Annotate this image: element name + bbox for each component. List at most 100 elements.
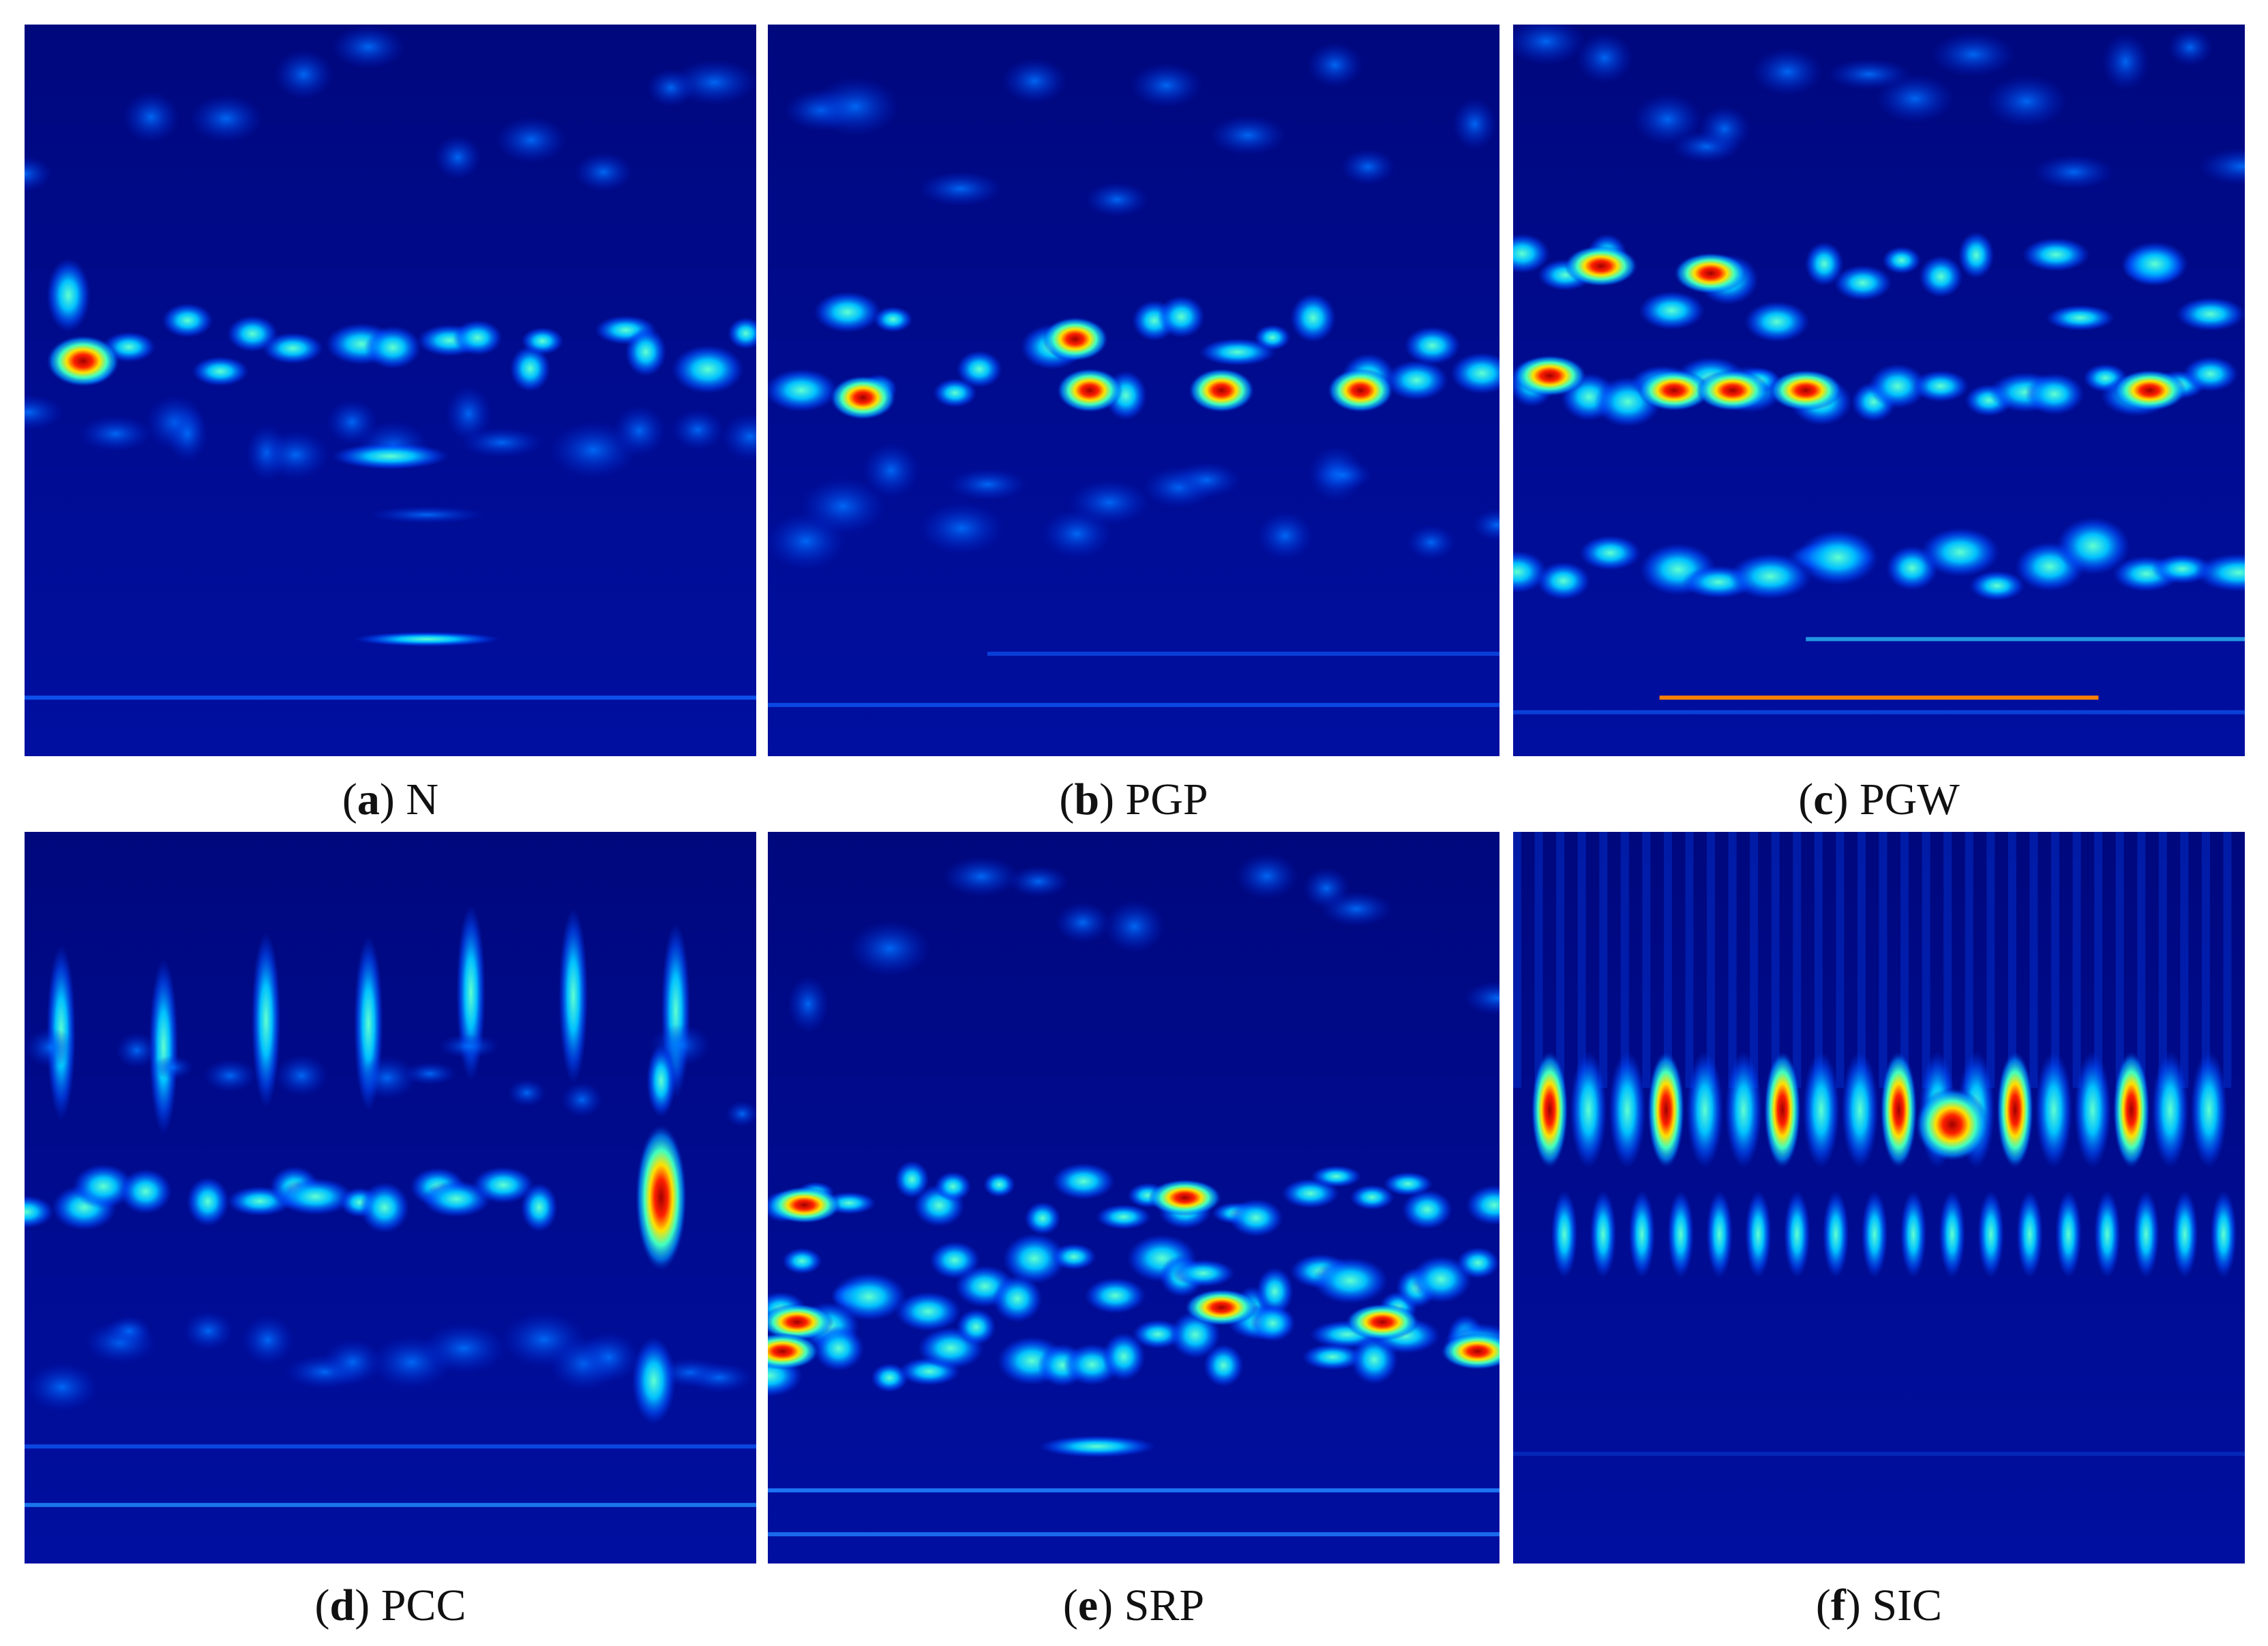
heat-streak — [2029, 832, 2038, 1088]
heat-line — [1806, 637, 2245, 642]
heat-blob — [2074, 1051, 2111, 1169]
heat-blob — [166, 406, 209, 462]
heat-streak — [2137, 832, 2146, 1088]
heat-blob — [1551, 1190, 1578, 1278]
heat-blob — [646, 1044, 676, 1118]
heat-blob — [558, 908, 588, 1084]
caption-text: ( — [342, 775, 357, 824]
heat-blob — [1769, 370, 1842, 411]
heat-blob — [1633, 93, 1702, 146]
heat-blob — [25, 1195, 54, 1229]
heat-blob — [1609, 1051, 1646, 1169]
caption-text: ) PCC — [355, 1581, 466, 1630]
scalogram — [768, 25, 1499, 756]
heat-blob — [1647, 1051, 1685, 1169]
heat-blob — [768, 1304, 834, 1341]
heat-blob — [1068, 479, 1150, 526]
heat-blob — [2168, 29, 2213, 66]
heat-blob — [1184, 1289, 1258, 1326]
heat-streak — [1922, 832, 1930, 1088]
heat-blob — [1745, 1190, 1772, 1278]
heat-blob — [2198, 147, 2245, 185]
heat-blob — [1250, 1304, 1296, 1343]
heat-line — [768, 1488, 1499, 1493]
heat-blob — [672, 59, 756, 106]
heat-blob — [2151, 1051, 2189, 1169]
heat-blob — [1385, 360, 1448, 401]
heat-streak — [1577, 832, 1586, 1088]
heat-blob — [2195, 553, 2245, 592]
heat-blob — [768, 1333, 820, 1370]
heat-streak — [2008, 832, 2016, 1088]
heat-blob — [1096, 1204, 1151, 1230]
heat-blob — [768, 368, 838, 412]
heat-blob — [1472, 508, 1499, 541]
heat-blob — [149, 959, 179, 1135]
heat-blob — [1172, 462, 1241, 498]
heat-blob — [830, 376, 896, 420]
heat-blob — [2210, 1190, 2237, 1278]
heat-blob — [1699, 106, 1750, 152]
heat-streak — [2180, 832, 2189, 1088]
heat-blob — [1406, 524, 1456, 560]
heat-blob — [1257, 511, 1314, 560]
heat-streak — [1685, 832, 1694, 1088]
heat-blob — [956, 350, 1002, 388]
heat-blob — [2171, 1190, 2198, 1278]
heat-blob — [1590, 1190, 1617, 1278]
heat-blob — [1084, 1277, 1146, 1314]
heat-blob — [25, 156, 52, 192]
heat-blob — [625, 327, 667, 377]
heat-blob — [685, 1362, 753, 1393]
caption-text: ( — [314, 1581, 330, 1630]
heat-blob — [521, 327, 564, 355]
heat-blob — [25, 1028, 76, 1067]
heat-blob — [1900, 1190, 1927, 1278]
heat-blob — [1452, 98, 1497, 150]
heat-blob — [1706, 1190, 1733, 1278]
heat-blob — [1290, 293, 1336, 343]
heat-blob — [1686, 1051, 1723, 1169]
heat-blob — [1404, 326, 1461, 365]
heat-line — [1659, 695, 2099, 700]
heat-blob — [983, 1171, 1015, 1197]
heat-blob — [241, 1315, 295, 1365]
caption-letter: a — [357, 775, 380, 824]
heat-blob — [849, 921, 931, 977]
heat-streak — [1556, 832, 1565, 1088]
heat-streak — [1513, 832, 1521, 1088]
heat-blob — [507, 1079, 547, 1107]
heat-blob — [635, 1124, 687, 1271]
heat-streak — [1857, 832, 1866, 1088]
heat-streak — [2072, 832, 2081, 1088]
caption-letter: c — [1813, 775, 1834, 824]
heat-blob — [2016, 1190, 2043, 1278]
heat-streak — [1620, 832, 1629, 1088]
heat-streak — [2115, 832, 2124, 1088]
heat-line — [25, 1503, 756, 1508]
heat-blob — [119, 1169, 172, 1214]
heat-blob — [190, 94, 263, 143]
heat-blob — [1465, 1184, 1499, 1225]
heat-blob — [1148, 1179, 1222, 1216]
heat-blob — [1667, 1190, 1695, 1278]
heat-blob — [357, 1056, 417, 1100]
heat-blob — [1920, 527, 2000, 577]
heat-blob — [1132, 1319, 1184, 1349]
heat-blob — [472, 1166, 535, 1203]
heat-streak — [1728, 832, 1737, 1088]
heat-blob — [1042, 317, 1108, 361]
heat-blob — [728, 317, 756, 350]
heat-blob — [1313, 1257, 1388, 1304]
heat-streak — [1900, 832, 1909, 1088]
caption: (c) PGW — [1513, 777, 2245, 822]
heat-blob — [1513, 233, 1550, 274]
heat-blob — [203, 1059, 257, 1092]
heat-blob — [831, 1272, 907, 1321]
caption-letter: f — [1830, 1581, 1846, 1630]
caption: (b) PGP — [768, 777, 1499, 822]
heat-blob — [948, 468, 1027, 501]
heat-blob — [1834, 265, 1892, 301]
heat-blob — [1320, 891, 1393, 927]
